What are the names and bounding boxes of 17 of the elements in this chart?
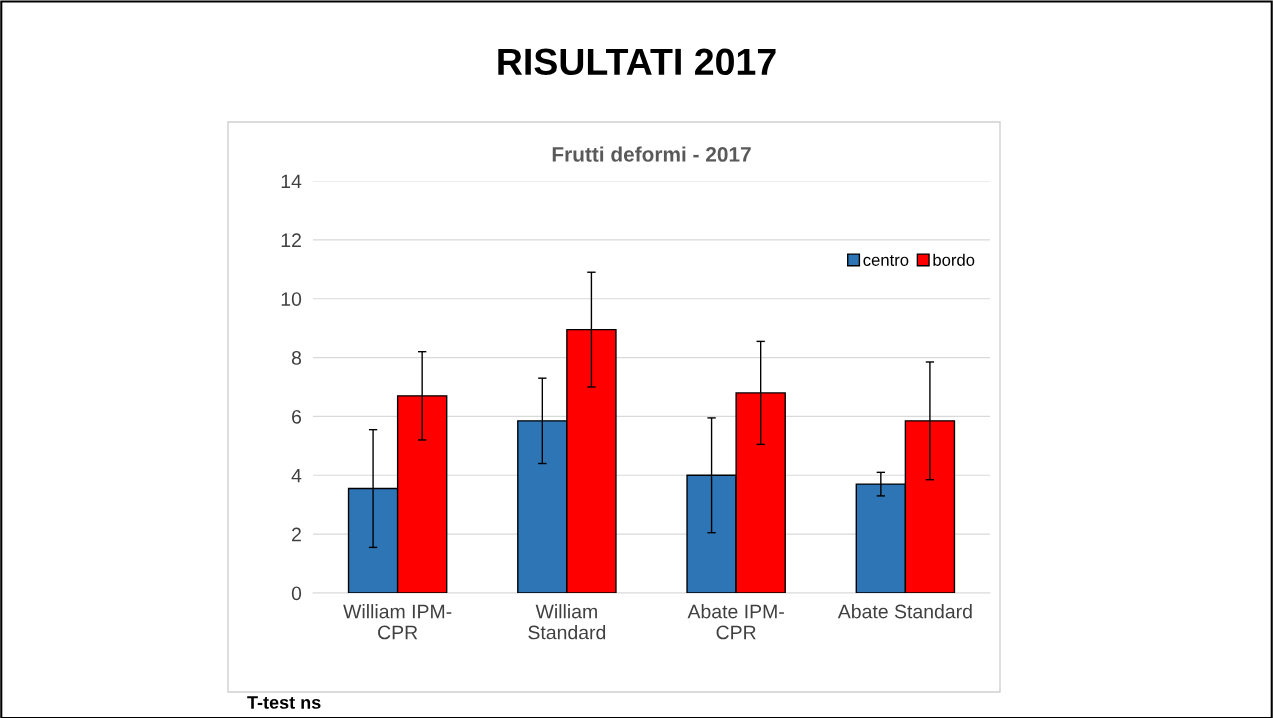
y-tick-label: 12 bbox=[281, 233, 301, 247]
text: T-test ns bbox=[247, 696, 321, 709]
y-tick-label: 10 bbox=[281, 292, 302, 306]
y-tick-label: 2 bbox=[292, 527, 301, 542]
x-tick-label: William IPM- CPR bbox=[343, 604, 452, 640]
x-tick-label: William Standard bbox=[528, 604, 606, 640]
y-tick-label: 8 bbox=[291, 351, 302, 365]
y-tick-label: 14 bbox=[281, 174, 302, 189]
x-tick-label: Abate Standard bbox=[837, 604, 972, 619]
legend-label: bordo bbox=[933, 253, 975, 266]
y-tick-label: 0 bbox=[291, 586, 302, 601]
chart-title: RISULTATI 2017 bbox=[498, 48, 776, 76]
legend-label: centro bbox=[863, 254, 909, 266]
x-tick-label: Abate IPM- CPR bbox=[687, 604, 784, 640]
y-tick-label: 6 bbox=[292, 409, 302, 424]
chart-subtitle: Frutti deformi - 2017 bbox=[552, 146, 751, 162]
y-tick-label: 4 bbox=[291, 468, 302, 483]
